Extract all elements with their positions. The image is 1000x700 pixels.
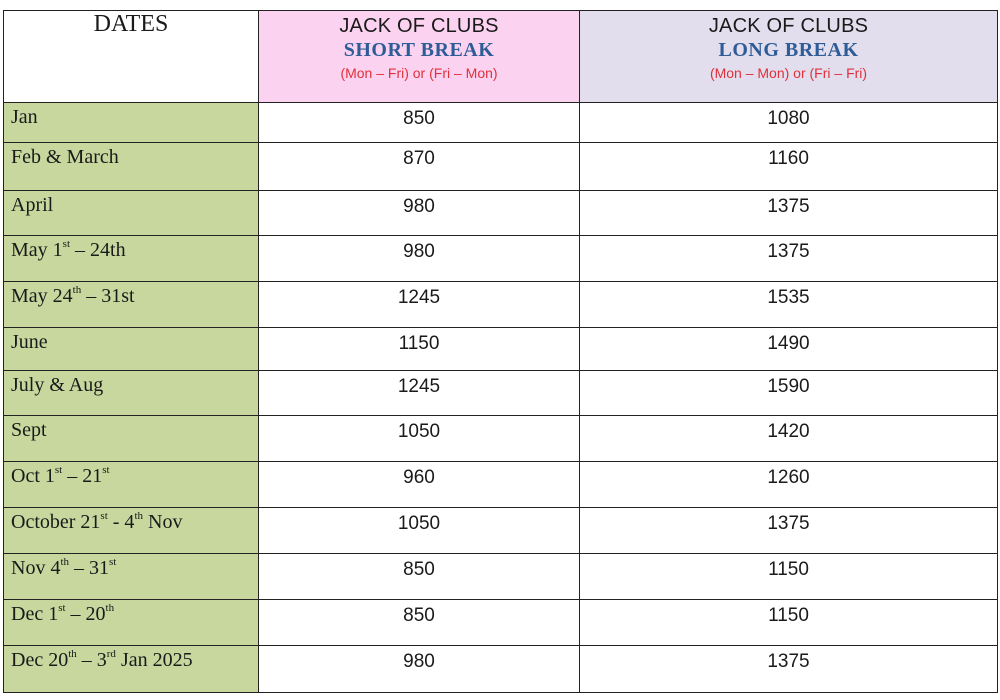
date-text: Oct 1 — [11, 465, 55, 487]
date-ordinal-suffix: st — [100, 510, 108, 522]
short-break-column-header: JACK OF CLUBS SHORT BREAK (Mon – Fri) or… — [258, 10, 580, 103]
table-row: Nov 4th – 31st 850 1150 — [3, 553, 998, 600]
date-text: – 31 — [69, 557, 110, 579]
short-break-days: (Mon – Fri) or (Fri – Mon) — [340, 65, 498, 81]
long-break-price: 1535 — [579, 281, 998, 328]
date-range-cell: October 21st - 4th Nov — [3, 507, 259, 554]
long-break-price: 1160 — [579, 142, 998, 191]
short-break-price: 960 — [258, 461, 580, 508]
short-break-price: 1245 — [258, 370, 580, 416]
date-text: June — [11, 331, 48, 353]
date-range-cell: Feb & March — [3, 142, 259, 191]
short-break-title: SHORT BREAK — [343, 39, 495, 61]
short-break-price: 1245 — [258, 281, 580, 328]
date-range-cell: May 1st – 24th — [3, 235, 259, 282]
date-text: – 24th — [70, 239, 126, 261]
short-break-brand: JACK OF CLUBS — [339, 15, 499, 37]
long-break-price: 1375 — [579, 190, 998, 236]
long-break-price: 1150 — [579, 599, 998, 646]
date-ordinal-suffix: th — [105, 602, 115, 614]
date-text: Sept — [11, 419, 47, 441]
date-text: May 1 — [11, 239, 63, 261]
short-break-price: 980 — [258, 190, 580, 236]
date-range-cell: June — [3, 327, 259, 371]
date-range-cell: Oct 1st – 21st — [3, 461, 259, 508]
long-break-column-header: JACK OF CLUBS LONG BREAK (Mon – Mon) or … — [579, 10, 998, 103]
long-break-title: LONG BREAK — [718, 39, 859, 61]
long-break-price: 1420 — [579, 415, 998, 462]
date-text: - 4 — [107, 511, 135, 533]
date-text: Dec 20 — [11, 649, 69, 671]
date-range-cell: Dec 1st – 20th — [3, 599, 259, 646]
table-row: Dec 20th – 3rd Jan 2025 980 1375 — [3, 645, 998, 693]
date-text: Nov 4 — [11, 557, 61, 579]
table-row: Jan 850 1080 — [3, 102, 998, 143]
table-row: Feb & March 870 1160 — [3, 142, 998, 191]
date-range-cell: April — [3, 190, 259, 236]
short-break-price: 850 — [258, 553, 580, 600]
table-row: October 21st - 4th Nov 1050 1375 — [3, 507, 998, 554]
date-text: – 21 — [62, 465, 103, 487]
table-row: June 1150 1490 — [3, 327, 998, 371]
date-ordinal-suffix: st — [54, 464, 63, 476]
date-ordinal-suffix: th — [72, 284, 82, 296]
date-text: – 31st — [81, 285, 135, 307]
date-range-cell: July & Aug — [3, 370, 259, 416]
table-row: Dec 1st – 20th 850 1150 — [3, 599, 998, 646]
table-row: July & Aug 1245 1590 — [3, 370, 998, 416]
date-range-cell: May 24th – 31st — [3, 281, 259, 328]
date-ordinal-suffix: st — [102, 464, 110, 476]
table-row: May 1st – 24th 980 1375 — [3, 235, 998, 282]
date-text: Jan — [11, 106, 38, 128]
date-ordinal-suffix: th — [134, 510, 143, 522]
date-range-cell: Nov 4th – 31st — [3, 553, 259, 600]
short-break-price: 850 — [258, 599, 580, 646]
short-break-price: 1050 — [258, 415, 580, 462]
table-row: Oct 1st – 21st 960 1260 — [3, 461, 998, 508]
long-break-price: 1260 — [579, 461, 998, 508]
long-break-days: (Mon – Mon) or (Fri – Fri) — [709, 65, 868, 81]
table-row: May 24th – 31st 1245 1535 — [3, 281, 998, 328]
dates-column-header: DATES — [3, 10, 259, 103]
price-table: DATES JACK OF CLUBS SHORT BREAK (Mon – F… — [3, 10, 998, 693]
date-text: July & Aug — [11, 374, 104, 396]
date-ordinal-suffix: st — [58, 602, 66, 614]
long-break-price: 1590 — [579, 370, 998, 416]
date-text: Feb & March — [11, 146, 119, 168]
long-break-brand: JACK OF CLUBS — [708, 15, 869, 37]
short-break-price: 870 — [258, 142, 580, 191]
short-break-price: 1150 — [258, 327, 580, 371]
date-range-cell: Jan — [3, 102, 259, 143]
date-ordinal-suffix: st — [62, 238, 71, 250]
short-break-price: 980 — [258, 235, 580, 282]
date-text: Dec 1 — [11, 603, 59, 625]
short-break-price: 1050 — [258, 507, 580, 554]
date-text: Jan 2025 — [115, 649, 193, 671]
date-text: – 3 — [76, 649, 107, 671]
long-break-price: 1080 — [579, 102, 998, 143]
table-row: April 980 1375 — [3, 190, 998, 236]
date-text: Nov — [143, 511, 183, 533]
table-header: DATES JACK OF CLUBS SHORT BREAK (Mon – F… — [3, 10, 998, 103]
date-ordinal-suffix: st — [109, 556, 117, 568]
header-row: DATES JACK OF CLUBS SHORT BREAK (Mon – F… — [3, 10, 998, 103]
table-body: Jan 850 1080 Feb & March 870 1160 April 980 1375… — [3, 102, 998, 693]
long-break-price: 1375 — [579, 507, 998, 554]
date-range-cell: Dec 20th – 3rd Jan 2025 — [3, 645, 259, 693]
date-text: – 20 — [65, 603, 106, 625]
date-range-cell: Sept — [3, 415, 259, 462]
table-row: Sept 1050 1420 — [3, 415, 998, 462]
date-text: October 21 — [11, 511, 101, 533]
long-break-price: 1375 — [579, 645, 998, 693]
long-break-price: 1375 — [579, 235, 998, 282]
long-break-price: 1490 — [579, 327, 998, 371]
date-text: May 24 — [11, 285, 73, 307]
long-break-price: 1150 — [579, 553, 998, 600]
date-ordinal-suffix: th — [60, 556, 70, 568]
short-break-price: 850 — [258, 102, 580, 143]
date-ordinal-suffix: th — [68, 648, 77, 660]
date-text: April — [11, 194, 54, 216]
date-ordinal-suffix: rd — [106, 648, 116, 660]
short-break-price: 980 — [258, 645, 580, 693]
